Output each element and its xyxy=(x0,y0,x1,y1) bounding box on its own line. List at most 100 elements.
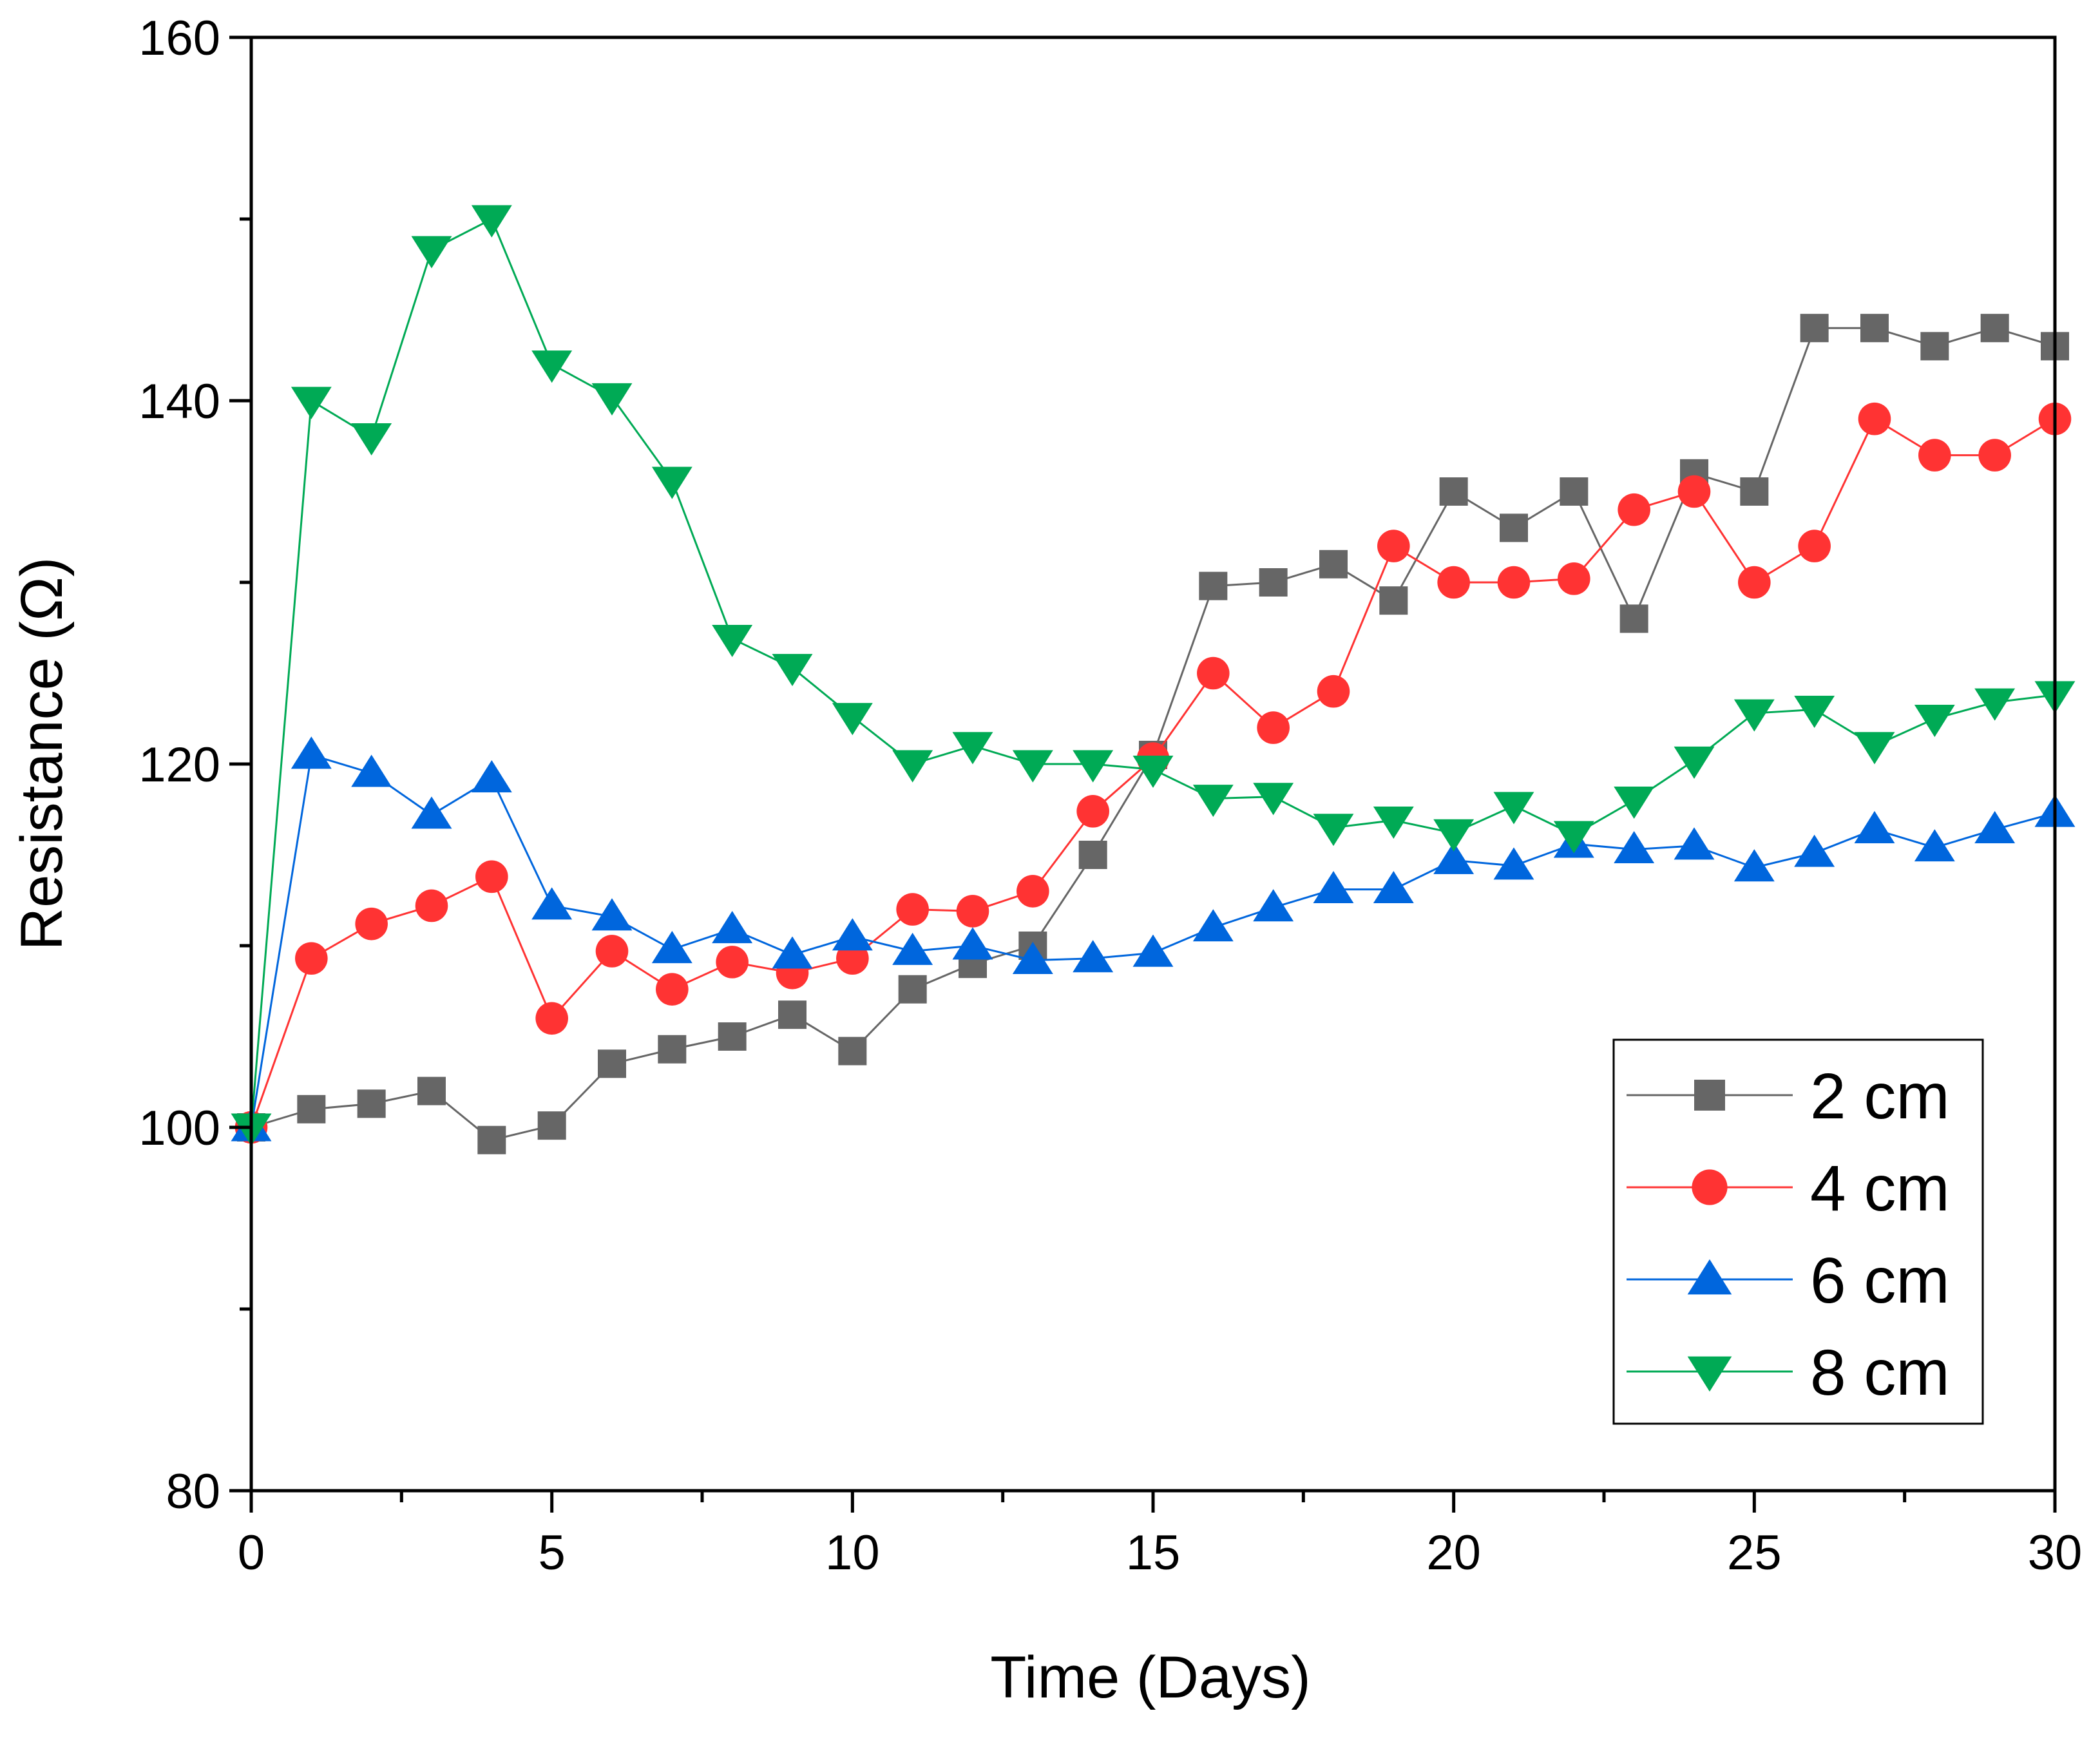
series-6-cm xyxy=(231,736,2076,1142)
data-point xyxy=(651,931,692,964)
data-point xyxy=(772,936,813,969)
data-point xyxy=(778,1000,807,1029)
data-point xyxy=(351,754,392,787)
data-point xyxy=(1017,875,1049,908)
y-axis-title: Resistance (Ω) xyxy=(9,557,75,951)
data-point xyxy=(475,860,508,894)
data-point xyxy=(531,887,573,920)
data-point xyxy=(1439,477,1468,506)
x-tick-label: 30 xyxy=(2028,1525,2083,1580)
series-8-cm xyxy=(231,205,2076,1146)
data-point xyxy=(417,1076,446,1105)
data-point xyxy=(1553,821,1594,854)
data-point xyxy=(477,1125,506,1154)
data-point xyxy=(1076,795,1109,828)
data-point xyxy=(1794,695,1835,728)
data-point xyxy=(1078,841,1107,869)
data-point xyxy=(1253,783,1294,816)
data-point xyxy=(1073,940,1114,973)
data-point xyxy=(411,236,452,269)
data-point xyxy=(1974,688,2016,721)
data-point xyxy=(658,1035,687,1064)
data-point xyxy=(1313,814,1354,846)
series-line xyxy=(250,217,2056,1128)
legend-item: 6 cm xyxy=(1627,1245,1950,1317)
data-point xyxy=(952,732,993,765)
legend-item: 8 cm xyxy=(1627,1337,1950,1409)
y-tick-label: 140 xyxy=(138,374,220,429)
data-point xyxy=(1192,785,1234,817)
data-point xyxy=(1854,732,1895,765)
data-point xyxy=(1012,750,1053,783)
data-point xyxy=(1132,934,1174,967)
data-point xyxy=(1794,834,1835,867)
data-point xyxy=(712,624,753,658)
data-point xyxy=(1500,513,1528,542)
data-point xyxy=(1493,847,1534,880)
data-point xyxy=(1313,870,1354,904)
data-point xyxy=(1259,568,1288,597)
legend-marker xyxy=(1692,1169,1728,1205)
data-point xyxy=(1433,841,1475,874)
x-axis-title: Time (Days) xyxy=(990,1645,1310,1710)
y-tick-label: 100 xyxy=(138,1101,220,1156)
data-point xyxy=(295,942,328,975)
data-point xyxy=(1674,827,1715,860)
data-point xyxy=(355,907,388,941)
data-point xyxy=(471,760,512,793)
data-point xyxy=(1733,699,1775,732)
data-point xyxy=(892,750,933,783)
data-point xyxy=(1373,806,1414,839)
legend: 2 cm 4 cm 6 cm 8 cm xyxy=(1612,1038,1984,1425)
data-point xyxy=(1980,314,2009,343)
y-tick-label: 80 xyxy=(166,1464,220,1519)
data-point xyxy=(1978,439,2011,472)
data-point xyxy=(1373,870,1414,904)
data-point xyxy=(411,796,452,829)
data-point xyxy=(591,898,633,931)
data-point xyxy=(1674,746,1715,779)
legend-label: 2 cm xyxy=(1810,1060,1950,1133)
series-2-cm xyxy=(237,314,2069,1154)
data-point xyxy=(1974,810,2016,843)
data-point xyxy=(351,423,392,455)
legend-marker xyxy=(1687,1356,1732,1392)
series-4-cm xyxy=(234,402,2072,1144)
legend-item: 2 cm xyxy=(1627,1060,1950,1133)
x-tick-label: 15 xyxy=(1126,1525,1181,1580)
data-point xyxy=(1677,475,1711,508)
legend-label: 4 cm xyxy=(1810,1152,1950,1225)
data-point xyxy=(898,975,927,1004)
data-point xyxy=(357,1089,386,1118)
data-point xyxy=(1199,571,1228,600)
data-point xyxy=(1497,566,1531,599)
data-point xyxy=(1253,889,1294,922)
data-point xyxy=(952,927,993,960)
data-point xyxy=(1740,477,1769,506)
y-tick-label: 120 xyxy=(138,738,220,792)
data-point xyxy=(291,387,332,419)
data-point xyxy=(1738,566,1771,599)
data-point xyxy=(1854,810,1895,843)
data-point xyxy=(1433,819,1475,852)
legend-marker xyxy=(1694,1080,1725,1111)
data-point xyxy=(1197,656,1230,690)
data-point xyxy=(838,1037,867,1066)
data-point xyxy=(1920,332,1949,361)
data-point xyxy=(535,1002,568,1035)
data-point xyxy=(772,654,813,687)
data-point xyxy=(598,1049,626,1078)
data-point xyxy=(1860,314,1889,343)
data-point xyxy=(1800,314,1829,343)
data-point xyxy=(1377,530,1410,562)
data-point xyxy=(1614,786,1655,819)
data-point xyxy=(415,889,448,923)
legend-marker xyxy=(1687,1259,1732,1295)
data-point xyxy=(832,703,873,736)
x-tick-label: 25 xyxy=(1727,1525,1782,1580)
data-point xyxy=(1493,792,1534,825)
data-point xyxy=(1618,493,1650,526)
data-point xyxy=(591,383,633,416)
